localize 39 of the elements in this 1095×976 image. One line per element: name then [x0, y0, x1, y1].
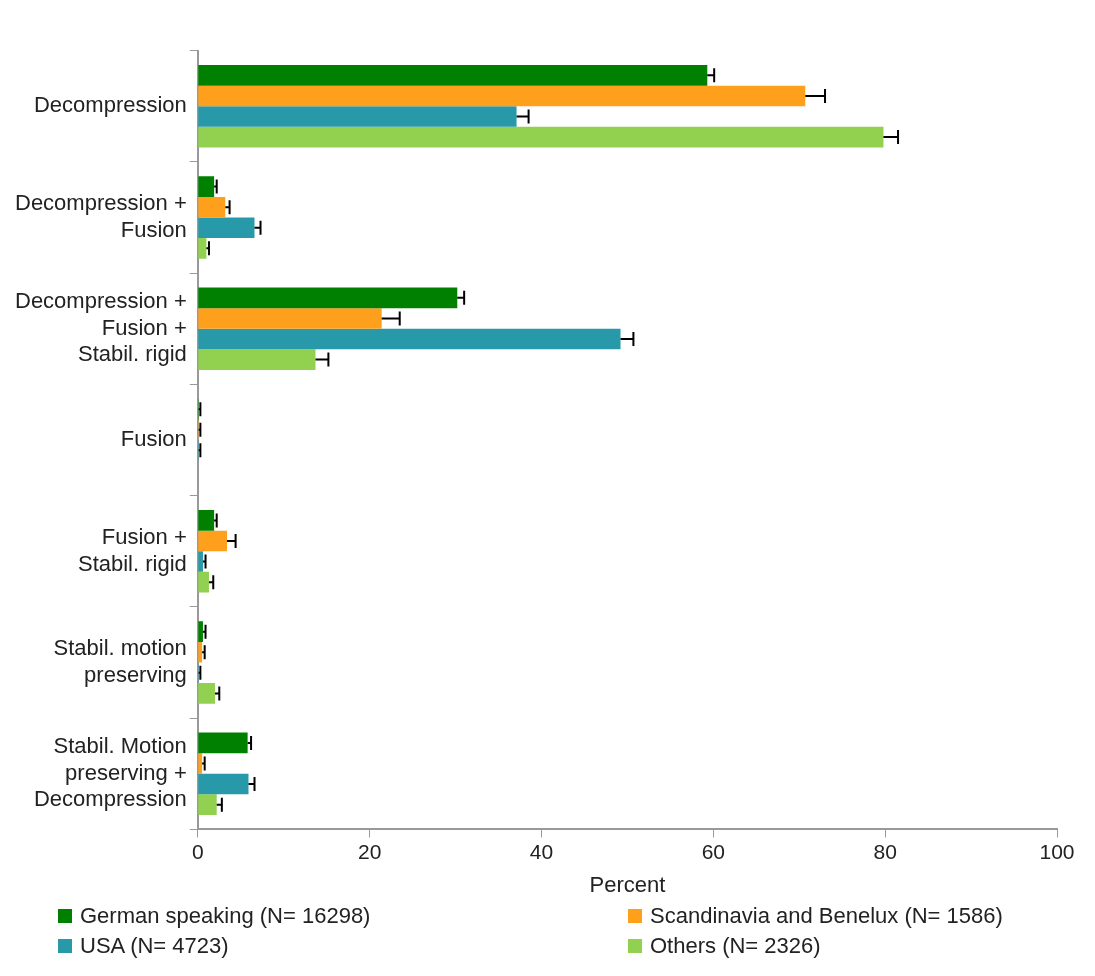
legend-label: German speaking (N= 16298) — [80, 903, 371, 929]
y-tick-label: Fusion — [120, 426, 187, 452]
bar — [198, 238, 207, 259]
x-axis-title: Percent — [589, 871, 666, 897]
bar — [198, 308, 382, 329]
legend-label: Others (N= 2326) — [650, 933, 821, 959]
bar — [198, 176, 215, 197]
bar — [198, 621, 203, 642]
bar — [198, 530, 228, 552]
x-tick-label: 60 — [701, 839, 725, 863]
x-tick-label: 100 — [1039, 839, 1075, 863]
x-tick-label: 0 — [191, 839, 204, 863]
bar — [198, 571, 209, 593]
bar — [198, 328, 621, 350]
y-tick-label: Decompression — [33, 92, 187, 118]
bar — [198, 510, 215, 531]
bar — [198, 732, 248, 754]
x-tick-label: 80 — [873, 839, 897, 863]
bar — [198, 126, 884, 148]
bar — [198, 794, 217, 815]
bar — [198, 551, 203, 572]
bar — [198, 65, 708, 86]
y-tick-label: Stabil. Motion preserving + Decompression — [33, 733, 187, 812]
y-tick-label: Decompression + Fusion — [14, 190, 187, 242]
legend-label: Scandinavia and Benelux (N= 1586) — [650, 903, 1003, 929]
bar — [198, 349, 316, 370]
bar — [198, 106, 517, 127]
x-tick-label: 20 — [357, 839, 382, 863]
x-tick-label: 40 — [529, 839, 554, 863]
bar — [198, 196, 226, 218]
bar — [198, 85, 806, 107]
bar — [198, 683, 215, 704]
y-tick-label: Decompression + Fusion + Stabil. rigid — [14, 288, 187, 367]
bar — [198, 217, 255, 239]
y-tick-label: Fusion + Stabil. rigid — [77, 524, 187, 576]
bar — [198, 773, 249, 795]
legend-label: USA (N= 4723) — [80, 933, 229, 959]
bar — [198, 287, 458, 309]
y-tick-label: Stabil. motion preserving — [53, 635, 187, 687]
